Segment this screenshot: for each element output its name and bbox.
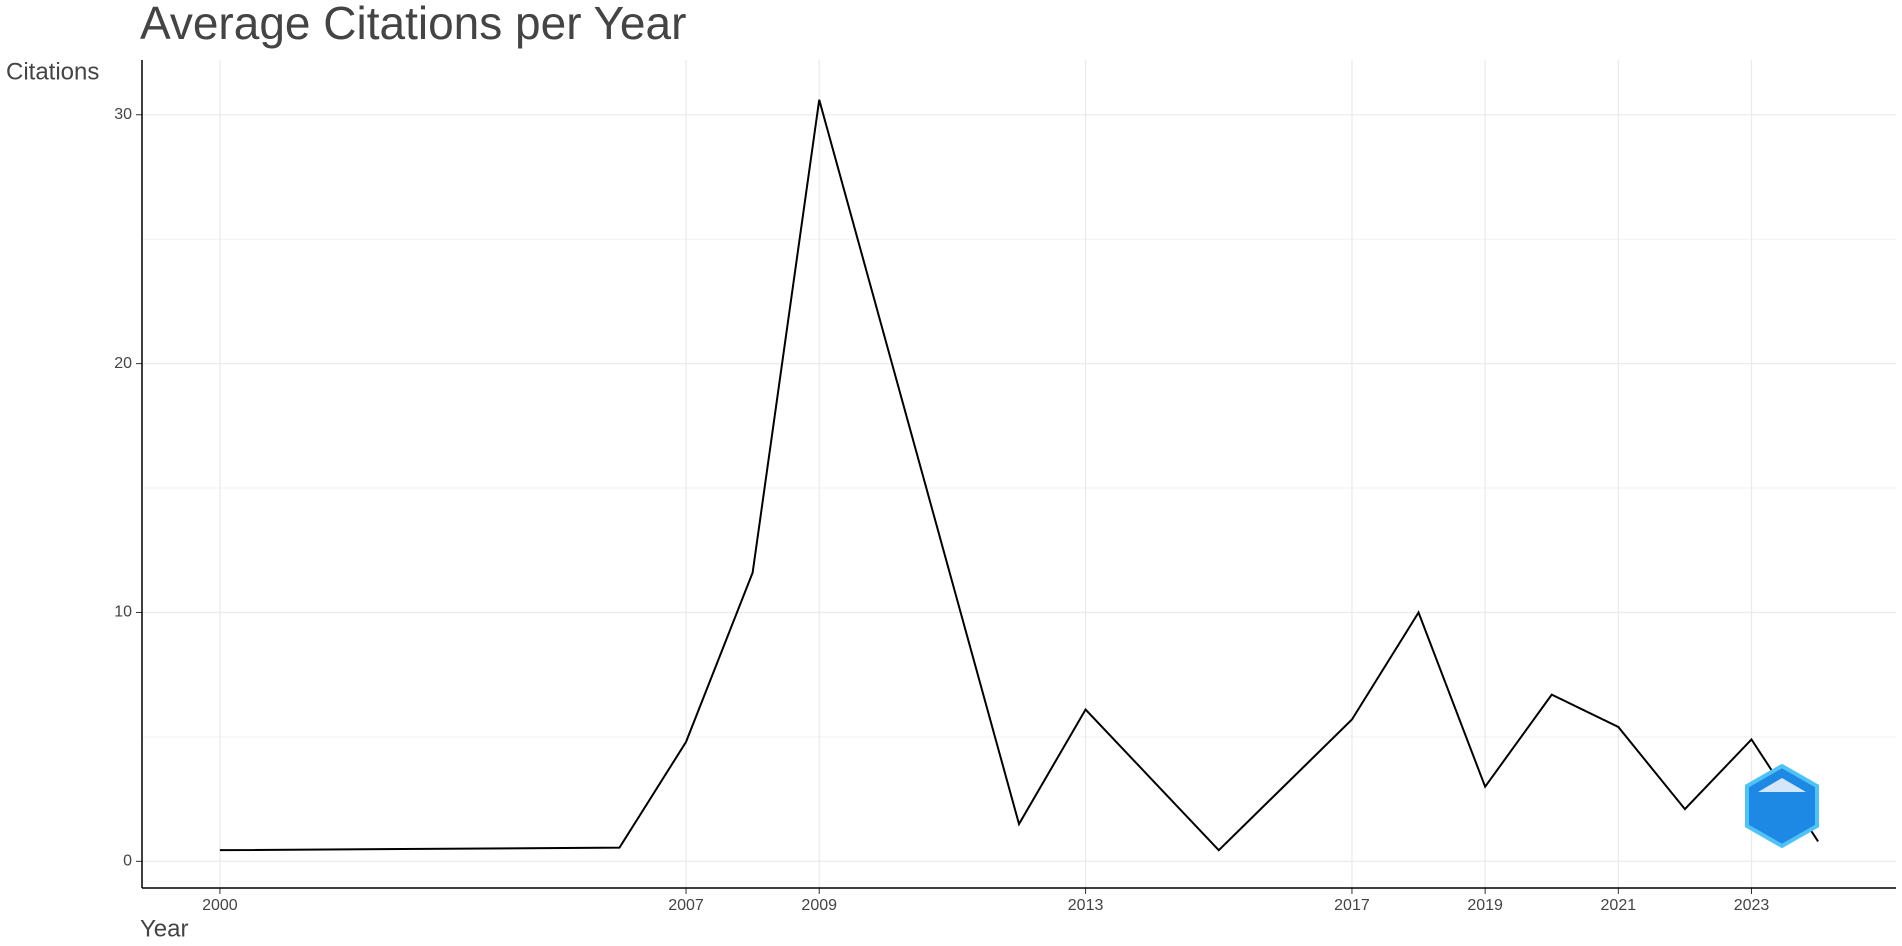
marks xyxy=(219,99,1819,852)
x-tick-label: 2009 xyxy=(801,897,837,914)
y-tick-label: 20 xyxy=(114,355,132,372)
x-tick-label: 2019 xyxy=(1467,897,1503,914)
x-tick-label: 2021 xyxy=(1601,897,1637,914)
y-axis-title: Citations xyxy=(6,58,99,85)
x-tick-label: 2000 xyxy=(202,897,238,914)
logo xyxy=(1745,763,1819,849)
x-tick-label: 2023 xyxy=(1734,897,1770,914)
line xyxy=(219,99,1819,852)
logo-roof xyxy=(1758,778,1806,792)
y-tick-label: 10 xyxy=(114,604,132,621)
chart-title: Average Citations per Year xyxy=(140,0,686,49)
x-axis-title: Year xyxy=(140,915,189,942)
x-tick-label: 2007 xyxy=(668,897,704,914)
grid: 0 10 20 30 2000 2007 2009 2013 2017 2019 2021 2023 xyxy=(114,60,1896,914)
y-tick-label: 0 xyxy=(123,853,132,870)
y-tick-label: 30 xyxy=(114,106,132,123)
logo-hexagon xyxy=(1745,763,1819,849)
x-tick-label: 2013 xyxy=(1068,897,1104,914)
x-tick-label: 2017 xyxy=(1334,897,1370,914)
